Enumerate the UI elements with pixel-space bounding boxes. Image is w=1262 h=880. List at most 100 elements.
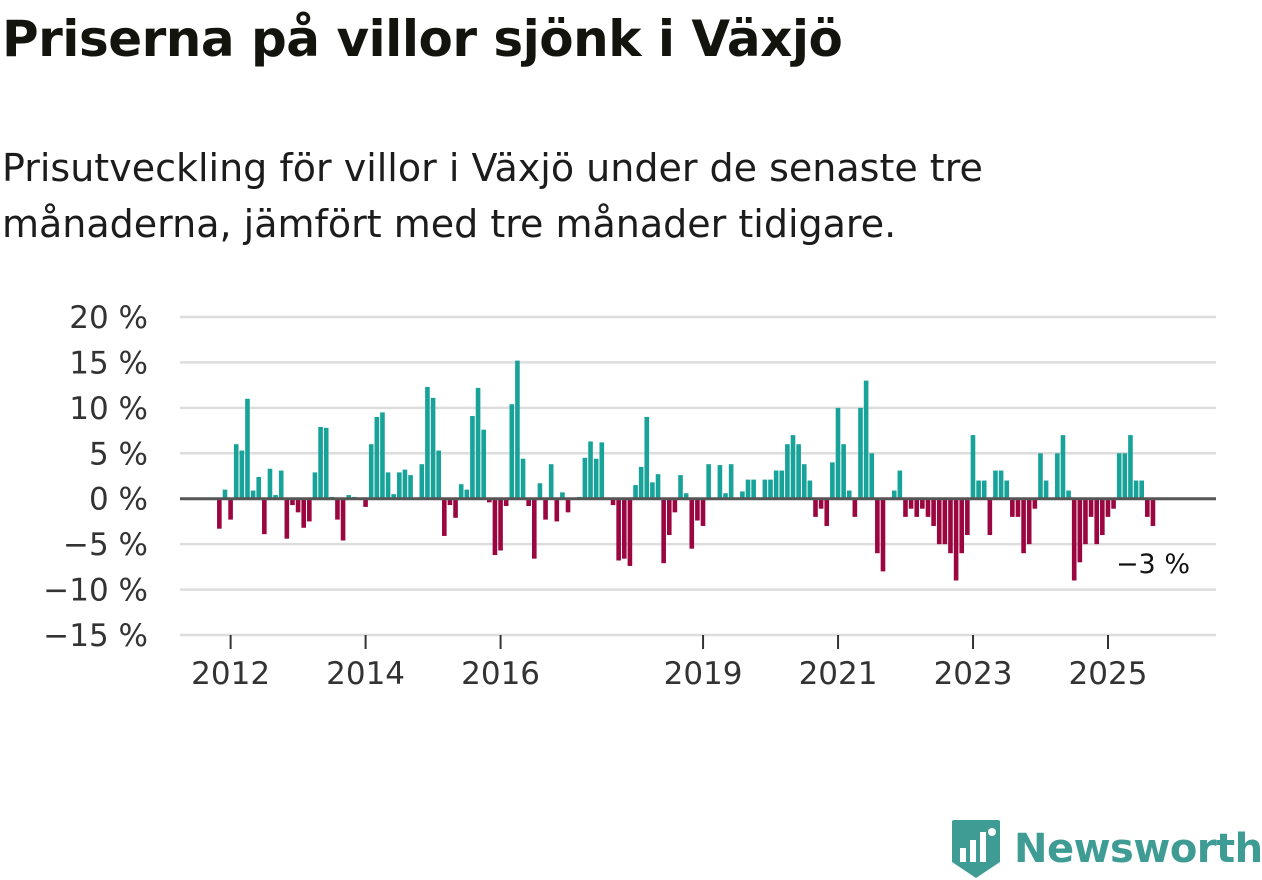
chart-subtitle: Prisutveckling för villor i Växjö under …	[2, 146, 983, 246]
bar	[1145, 498, 1150, 517]
bar	[801, 464, 807, 499]
bar	[965, 498, 970, 536]
bar	[740, 491, 745, 499]
bar	[897, 470, 903, 499]
bar	[846, 490, 852, 499]
bar	[267, 468, 273, 499]
bar	[408, 475, 413, 499]
bar	[323, 427, 329, 499]
bar	[1139, 480, 1144, 499]
bar	[397, 472, 402, 499]
chart-annotations: −3 %	[1116, 549, 1190, 580]
bar	[458, 484, 464, 499]
x-tick-label: 2016	[461, 656, 540, 692]
bar	[835, 407, 841, 499]
bar	[936, 498, 942, 545]
bar	[290, 498, 295, 506]
bar	[1122, 453, 1128, 499]
bar	[621, 498, 627, 559]
chart-bars	[217, 360, 1156, 581]
bar	[503, 498, 509, 506]
bar	[1100, 498, 1105, 536]
bar	[1133, 480, 1139, 499]
bar	[1026, 498, 1032, 545]
bar	[852, 498, 858, 517]
bar	[284, 498, 290, 539]
bar	[425, 386, 430, 499]
bar	[245, 398, 250, 499]
bar	[374, 416, 380, 499]
y-tick-label: 15 %	[69, 345, 148, 381]
y-tick-label: −5 %	[63, 527, 148, 563]
x-tick-label: 2014	[326, 656, 405, 692]
bar	[987, 498, 993, 536]
bar	[554, 498, 560, 522]
bar	[363, 498, 368, 507]
bar	[1055, 453, 1060, 499]
y-tick-label: −15 %	[43, 618, 148, 654]
bar	[672, 498, 678, 513]
y-tick-label: 5 %	[89, 436, 148, 472]
bar	[785, 444, 790, 499]
bar	[650, 482, 655, 499]
y-tick-label: 20 %	[69, 300, 148, 336]
bar	[273, 495, 278, 499]
bar	[1094, 498, 1100, 545]
bar	[1088, 498, 1094, 517]
bar	[1071, 498, 1077, 581]
bar	[531, 498, 537, 559]
bar	[779, 470, 785, 499]
y-tick-label: −10 %	[43, 573, 148, 609]
bar	[301, 498, 307, 528]
bar	[430, 397, 436, 499]
bar	[515, 360, 520, 499]
x-tick-label: 2012	[191, 656, 270, 692]
bar	[970, 435, 976, 499]
bar	[920, 498, 925, 509]
bar	[683, 493, 689, 499]
bar	[520, 458, 526, 499]
bar	[706, 464, 711, 499]
bar	[655, 474, 661, 499]
bar	[228, 498, 233, 520]
bar	[931, 498, 936, 526]
bar	[1116, 453, 1122, 499]
bar	[841, 444, 846, 499]
bar	[475, 387, 481, 499]
bar	[453, 498, 458, 518]
bar	[385, 472, 391, 499]
bar	[942, 498, 948, 545]
bar	[335, 498, 340, 520]
bar	[1015, 498, 1021, 517]
bar	[807, 480, 813, 499]
newsworthy-brand[interactable]: Newsworthy	[950, 818, 1262, 880]
bar	[498, 498, 503, 551]
bar	[914, 498, 920, 517]
bar	[863, 380, 869, 499]
bar	[1060, 435, 1066, 499]
bar	[368, 444, 374, 499]
last-value-annotation: −3 %	[1116, 549, 1190, 580]
bar	[492, 498, 498, 556]
bar	[678, 475, 683, 499]
bar	[487, 498, 492, 503]
bar	[464, 489, 470, 499]
bar	[1105, 498, 1111, 517]
bar	[903, 498, 908, 517]
bar	[593, 458, 599, 499]
bar	[402, 469, 408, 499]
bar	[1077, 498, 1083, 563]
bar	[1021, 498, 1026, 554]
bar	[340, 498, 346, 541]
bar	[318, 426, 323, 499]
bar	[813, 498, 818, 517]
bar	[548, 464, 554, 499]
bar	[582, 457, 588, 499]
bar	[233, 444, 239, 499]
bar	[790, 435, 796, 499]
bar	[509, 404, 515, 499]
bar	[588, 441, 593, 499]
bar	[858, 407, 863, 499]
bar	[644, 416, 650, 499]
bar	[959, 498, 965, 554]
